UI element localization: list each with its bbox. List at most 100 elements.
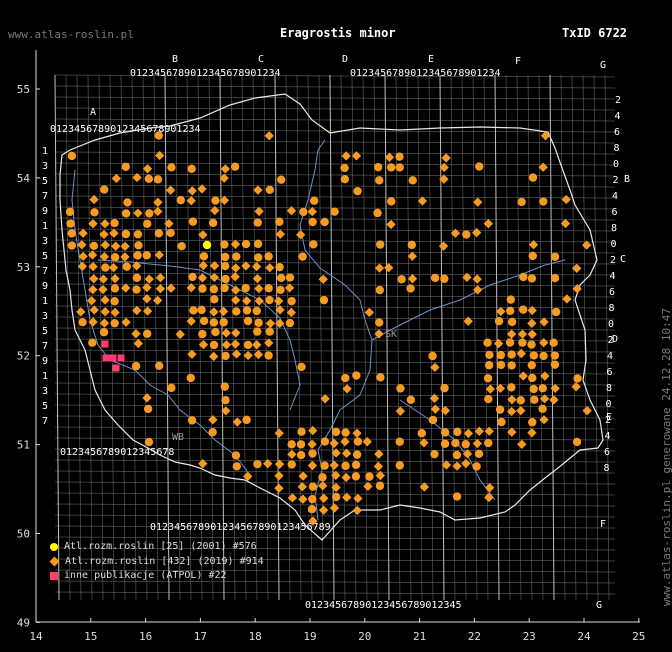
occurrence-point-2019 [65, 207, 75, 217]
occurrence-point-2019 [538, 384, 547, 393]
occurrence-point-2019 [164, 218, 174, 229]
grid-line-h [54, 195, 616, 199]
occurrence-point-2019 [187, 164, 196, 173]
grid-row-digit: 5 [42, 326, 48, 337]
occurrence-point-2019 [209, 272, 220, 283]
occurrence-point-2019 [320, 437, 330, 446]
occurrence-point-2019 [373, 162, 383, 172]
occurrence-point-2019 [121, 283, 131, 293]
grid-major-v [494, 74, 500, 601]
occurrence-point-2019 [407, 251, 417, 261]
occurrence-point-2019 [363, 481, 373, 492]
grid-row-digit: 6 [614, 127, 620, 138]
occurrence-point-2019 [145, 209, 154, 218]
grid-line-v [538, 74, 544, 601]
grid-row-digit: 4 [607, 351, 613, 362]
grid-row-digit: 5 [42, 176, 48, 187]
occurrence-point-2019 [167, 383, 176, 393]
occurrence-point-2019 [331, 492, 341, 502]
occurrence-point-2019 [341, 472, 351, 483]
occurrence-point-2019 [485, 350, 494, 360]
occurrence-point-2019 [540, 131, 551, 141]
occurrence-point-2019 [571, 382, 581, 392]
occurrence-point-2019 [297, 362, 306, 372]
occurrence-point-2019 [549, 395, 559, 405]
occurrence-point-2019 [277, 175, 286, 184]
grid-column-letter: G [600, 60, 606, 71]
grid-row-digit: 1 [42, 221, 48, 232]
occurrence-point-2019 [275, 305, 285, 315]
grid-row-digit: 3 [42, 236, 48, 247]
occurrence-point-2019 [231, 451, 241, 460]
occurrence-point-2019 [551, 307, 561, 317]
occurrence-point-2019 [253, 459, 262, 469]
occurrence-point-2019 [275, 229, 286, 239]
occurrence-point-2019 [461, 458, 471, 469]
occurrence-point-2019 [277, 273, 286, 283]
occurrence-point-2019 [453, 427, 462, 437]
occurrence-point-2019 [550, 273, 560, 283]
occurrence-point-2019 [496, 350, 506, 360]
occurrence-point-2019 [517, 197, 526, 207]
occurrence-point-2019 [264, 338, 274, 348]
occurrence-point-2019 [154, 150, 165, 161]
occurrence-point-2019 [230, 339, 241, 349]
occurrence-point-2019 [285, 318, 295, 328]
occurrence-point-2019 [329, 503, 340, 513]
occurrence-point-2019 [406, 284, 415, 293]
grid-line-h [54, 151, 616, 155]
occurrence-point-2019 [199, 252, 209, 261]
occurrence-point-2019 [133, 338, 144, 349]
occurrence-point-2019 [439, 162, 449, 173]
occurrence-point-2019 [527, 340, 536, 349]
occurrence-point-2019 [111, 173, 122, 184]
occurrence-point-2019 [220, 164, 231, 174]
grid-line-h [54, 393, 616, 397]
occurrence-point-2019 [506, 329, 517, 339]
grid-line-h [54, 415, 616, 419]
occurrence-point-2019 [220, 382, 230, 391]
occurrence-point-2019 [78, 228, 88, 238]
occurrence-point-2019 [186, 316, 196, 326]
site-link[interactable]: www.atlas-roslin.pl [8, 28, 134, 41]
occurrence-point-2019 [131, 329, 141, 339]
occurrence-point-2019 [428, 415, 438, 425]
occurrence-point-atpol [112, 364, 120, 372]
occurrence-point-2019 [274, 459, 285, 469]
grid-major-v [274, 74, 280, 601]
occurrence-point-2019 [396, 384, 405, 393]
occurrence-point-2019 [188, 217, 198, 226]
occurrence-point-2019 [153, 206, 163, 217]
occurrence-point-2019 [275, 262, 284, 272]
y-tick-label: 50 [17, 528, 30, 541]
y-tick-label: 55 [17, 83, 30, 96]
grid-major-v [219, 74, 225, 601]
grid-row-digit: 6 [609, 287, 615, 298]
occurrence-point-2019 [77, 240, 87, 250]
x-tick-label: 14 [29, 630, 43, 643]
occurrence-point-2019 [540, 371, 550, 381]
occurrence-point-2019 [254, 318, 263, 327]
occurrence-point-2019 [538, 404, 547, 414]
occurrence-point-2019 [484, 394, 493, 404]
occurrence-point-2019 [528, 173, 538, 182]
occurrence-point-2019 [110, 297, 119, 306]
occurrence-point-2019 [108, 262, 119, 273]
grid-row-letter: D [612, 334, 618, 345]
grid-column-letter: B [172, 54, 178, 65]
occurrence-point-2019 [218, 306, 229, 317]
occurrence-point-2019 [331, 448, 341, 458]
grid-major-v [329, 74, 335, 601]
occurrence-point-2019 [133, 208, 143, 218]
occurrence-point-2019 [352, 371, 361, 380]
occurrence-point-2019 [243, 316, 253, 326]
grid-line-v [428, 74, 434, 601]
occurrence-point-2019 [387, 197, 396, 206]
grid-line-v [109, 74, 115, 601]
occurrence-point-2019 [77, 261, 88, 271]
occurrence-point-2019 [166, 283, 176, 293]
occurrence-point-2019 [142, 282, 152, 293]
occurrence-point-2019 [284, 283, 295, 293]
river-san [399, 399, 496, 501]
